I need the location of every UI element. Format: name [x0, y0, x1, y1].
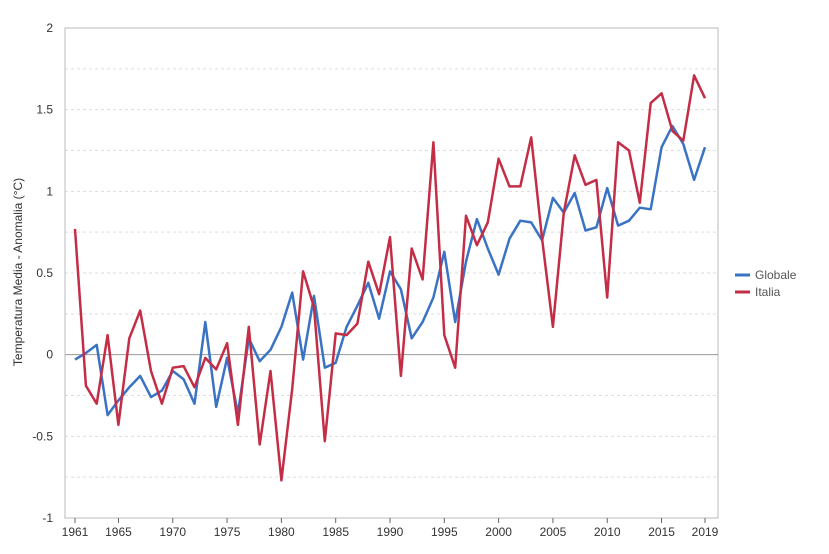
x-tick-label: 2015 [648, 525, 675, 539]
x-tick-label: 1985 [322, 525, 349, 539]
y-axis-title: Temperatura Media - Anomalia (°C) [11, 178, 25, 366]
series-line-italia [73, 74, 707, 482]
y-tick-label: 0.5 [36, 266, 53, 280]
y-tick-label: -1 [42, 511, 53, 525]
x-tick-label: 1961 [62, 525, 89, 539]
x-axis-ticks: 1961 1965 1970 1975 1980 1985 1990 1995 2000 2005… [62, 518, 719, 539]
x-tick-label: 2010 [594, 525, 621, 539]
legend-label-italia: Italia [755, 285, 781, 299]
x-tick-label: 1965 [105, 525, 132, 539]
y-tick-label: 0 [46, 348, 53, 362]
x-tick-label: 1980 [268, 525, 295, 539]
legend: Globale Italia [735, 268, 797, 299]
series-line-globale [74, 124, 707, 417]
x-tick-label: 1990 [377, 525, 404, 539]
y-tick-label: -0.5 [32, 429, 53, 443]
x-tick-label: 2005 [540, 525, 567, 539]
y-tick-label: 1.5 [36, 103, 53, 117]
x-tick-label: 1970 [159, 525, 186, 539]
y-axis-ticks: 2 1.5 1 0.5 0 -0.5 -1 [32, 21, 53, 525]
y-tick-label: 1 [46, 184, 53, 198]
x-tick-label: 1975 [214, 525, 241, 539]
x-tick-label: 1995 [431, 525, 458, 539]
plot-frame [64, 27, 719, 519]
x-tick-label: 2000 [485, 525, 512, 539]
series-layer [73, 74, 707, 482]
x-tick-label: 2019 [692, 525, 719, 539]
y-tick-label: 2 [46, 21, 53, 35]
legend-label-globale: Globale [755, 268, 797, 282]
